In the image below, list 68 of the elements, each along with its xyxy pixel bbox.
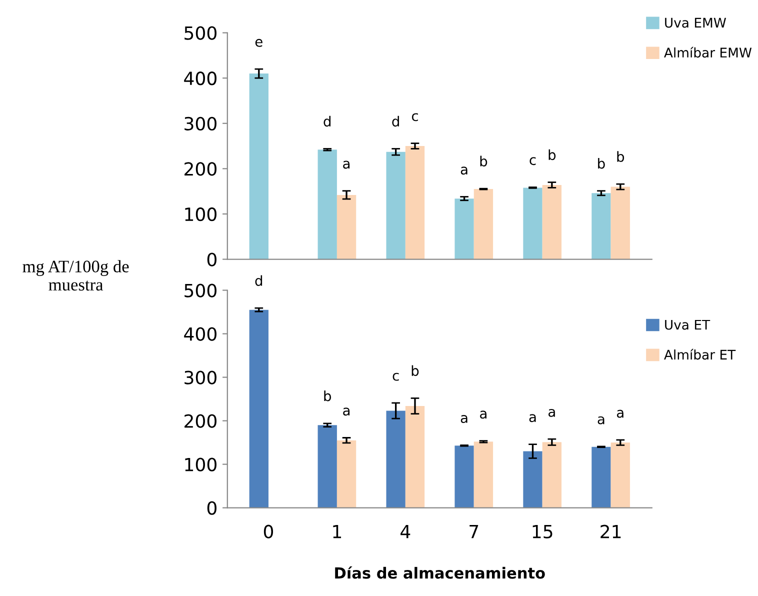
annotation: e bbox=[255, 38, 262, 47]
annotation: b bbox=[324, 390, 332, 402]
x-tick-label: 21 bbox=[600, 524, 621, 538]
bar bbox=[318, 425, 337, 508]
bar bbox=[336, 194, 356, 260]
bar bbox=[405, 406, 425, 508]
legend-label: Almíbar ET bbox=[664, 348, 736, 360]
bar bbox=[386, 152, 406, 260]
annotation: b bbox=[412, 365, 419, 376]
bar bbox=[592, 193, 611, 260]
bar bbox=[386, 410, 406, 508]
bar bbox=[454, 198, 474, 260]
x-axis-title: Días de almacenamiento bbox=[335, 566, 545, 579]
y-tick-label: 200 bbox=[184, 162, 216, 176]
x-tick-label: 4 bbox=[400, 525, 410, 538]
text: d bbox=[255, 275, 262, 286]
y-tick-label: 400 bbox=[184, 327, 216, 341]
annotation: a bbox=[480, 410, 486, 419]
y-tick-label: 100 bbox=[185, 458, 216, 472]
y-tick-label: 300 bbox=[184, 370, 216, 384]
y-tick-label: 500 bbox=[184, 26, 216, 40]
y-tick-label: 100 bbox=[185, 207, 216, 222]
bar bbox=[523, 451, 542, 508]
bar bbox=[318, 150, 337, 260]
annotation: c bbox=[530, 157, 536, 166]
x-tick-label: 7 bbox=[470, 525, 478, 538]
bar bbox=[336, 440, 356, 508]
annotation: a bbox=[343, 408, 350, 416]
bar bbox=[474, 189, 494, 260]
bar bbox=[610, 186, 630, 260]
bar bbox=[592, 446, 611, 508]
annotation: b bbox=[617, 151, 624, 162]
y-tick-label: 0 bbox=[207, 501, 216, 515]
annotation: a bbox=[460, 415, 468, 424]
y-tick-label: 0 bbox=[207, 252, 216, 266]
legend-label: Uva EMW bbox=[665, 18, 726, 28]
bar bbox=[474, 442, 494, 508]
y-tick-label: 300 bbox=[184, 116, 216, 130]
bar bbox=[405, 146, 425, 260]
annotation: b bbox=[598, 158, 605, 169]
x-tick-label: 0 bbox=[264, 524, 274, 538]
annotation: d bbox=[324, 116, 331, 127]
bar bbox=[610, 442, 630, 508]
x-tick-label: 15 bbox=[532, 525, 552, 538]
bar bbox=[542, 184, 562, 260]
annotation: b bbox=[480, 156, 488, 166]
legend-label: Almíbar EMW bbox=[664, 46, 752, 58]
y-tick-label: 400 bbox=[184, 72, 216, 86]
y-axis-title: mg AT/100g de muestra bbox=[22, 260, 129, 291]
annotation: d bbox=[392, 116, 399, 127]
bar bbox=[454, 446, 474, 508]
bar bbox=[249, 310, 268, 508]
x-tick-label: 1 bbox=[333, 525, 342, 538]
annotation: a bbox=[598, 416, 604, 424]
annotation: a bbox=[343, 160, 350, 169]
bar bbox=[249, 74, 268, 260]
annotation: c bbox=[412, 113, 418, 122]
bar bbox=[542, 442, 562, 508]
annotation: a bbox=[616, 410, 624, 418]
annotation: c bbox=[392, 372, 399, 381]
bar bbox=[523, 188, 542, 260]
y-tick-label: 500 bbox=[184, 284, 216, 298]
annotation: a bbox=[460, 166, 468, 175]
legend-label: Uva ET bbox=[665, 320, 710, 330]
annotation: b bbox=[548, 149, 556, 160]
annotation: a bbox=[529, 414, 536, 422]
annotation: a bbox=[548, 408, 555, 417]
y-tick-label: 200 bbox=[184, 414, 216, 428]
